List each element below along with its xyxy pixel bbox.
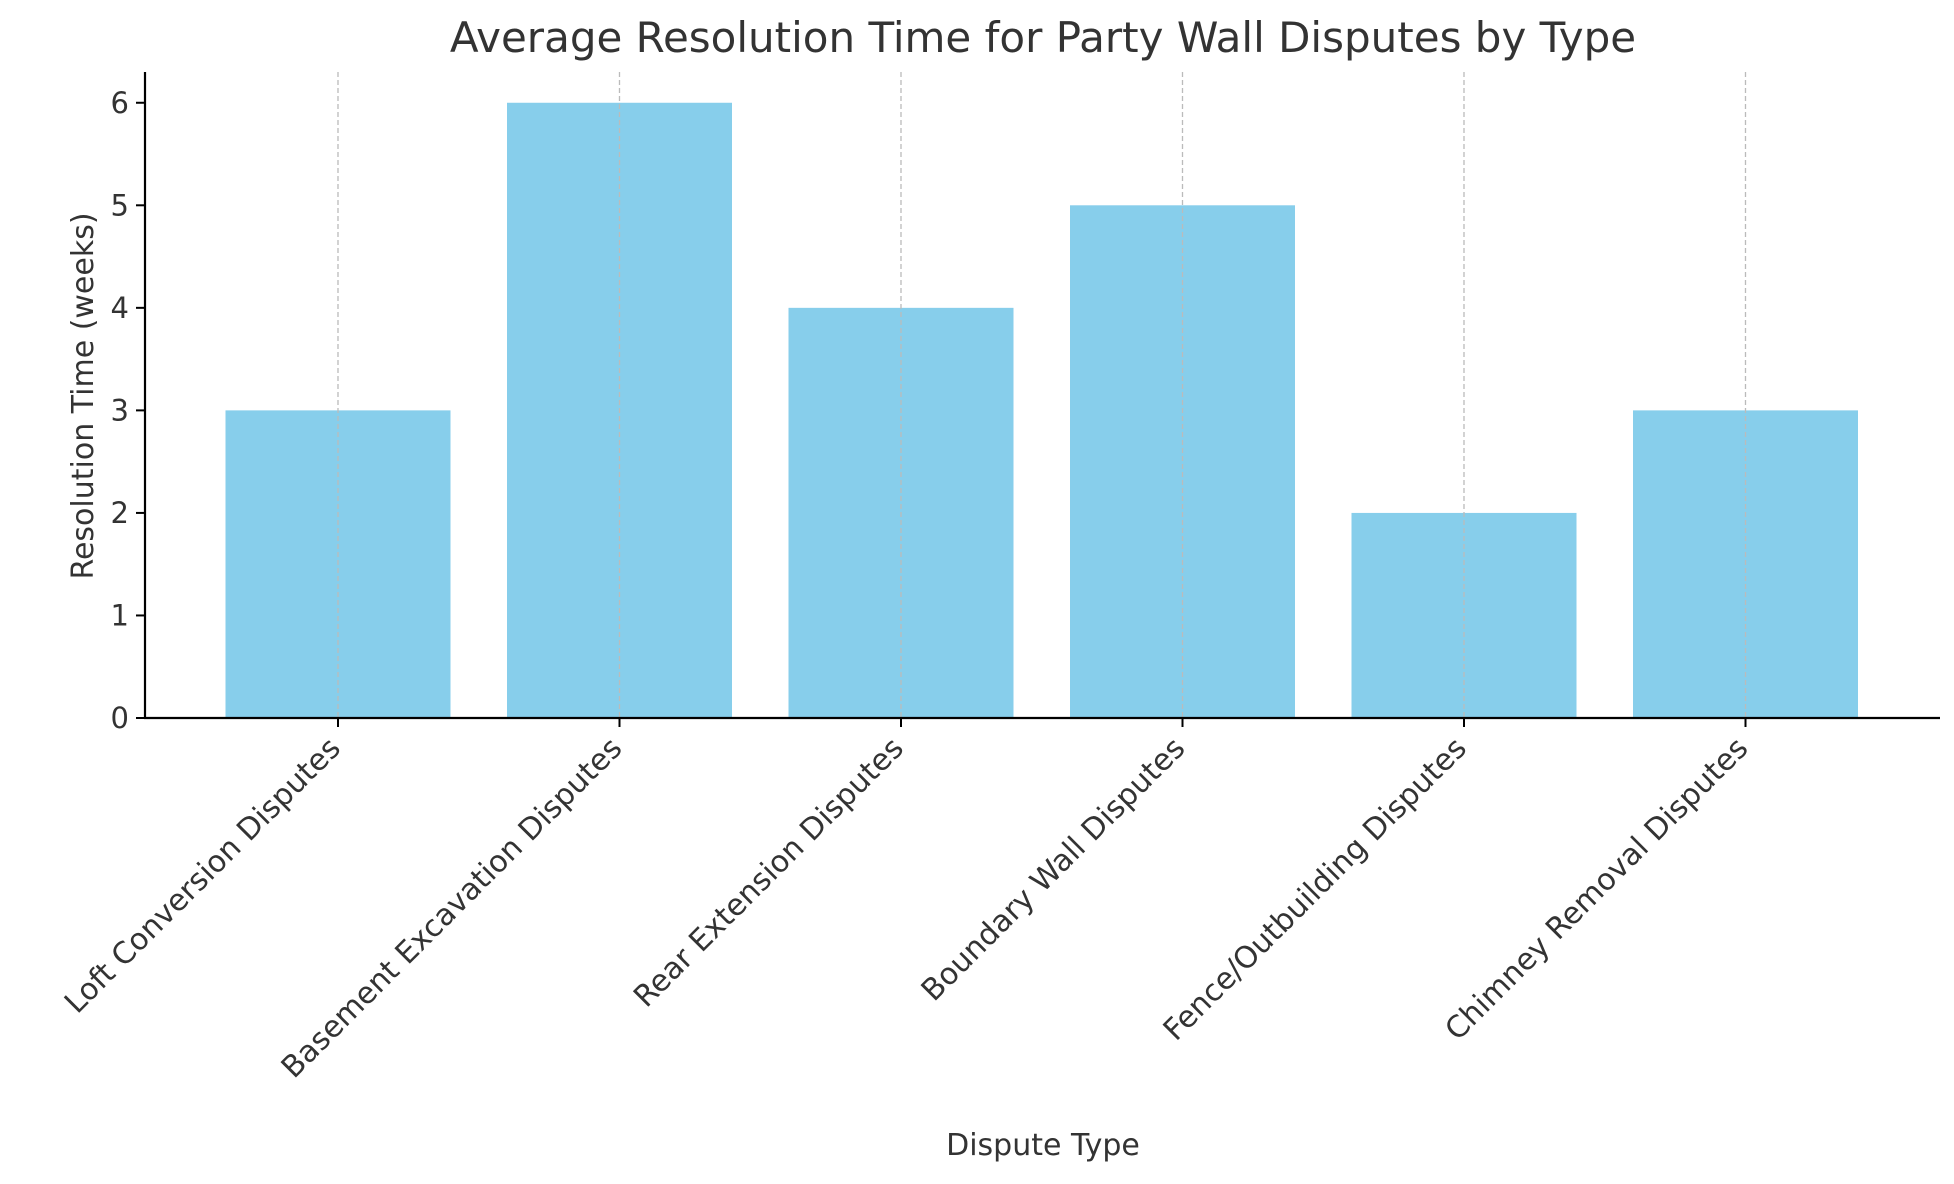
axes: [143, 72, 1940, 720]
y-axis-label: Resolution Time (weeks): [66, 212, 101, 579]
y-tick-label: 0: [111, 701, 129, 735]
chart-title: Average Resolution Time for Party Wall D…: [450, 13, 1636, 62]
y-tick-label: 5: [111, 188, 129, 222]
y-tick-label: 6: [111, 86, 129, 120]
y-tick-label: 1: [111, 598, 129, 632]
y-axis-ticks: 0 1 2 3 4 5 6: [111, 86, 145, 735]
y-tick-label: 3: [111, 393, 129, 427]
y-tick-label: 4: [111, 291, 129, 325]
grid-lines: [337, 72, 1747, 718]
y-tick-label: 2: [111, 496, 129, 530]
bar: [1351, 512, 1577, 718]
x-axis-label: Dispute Type: [946, 1128, 1140, 1163]
